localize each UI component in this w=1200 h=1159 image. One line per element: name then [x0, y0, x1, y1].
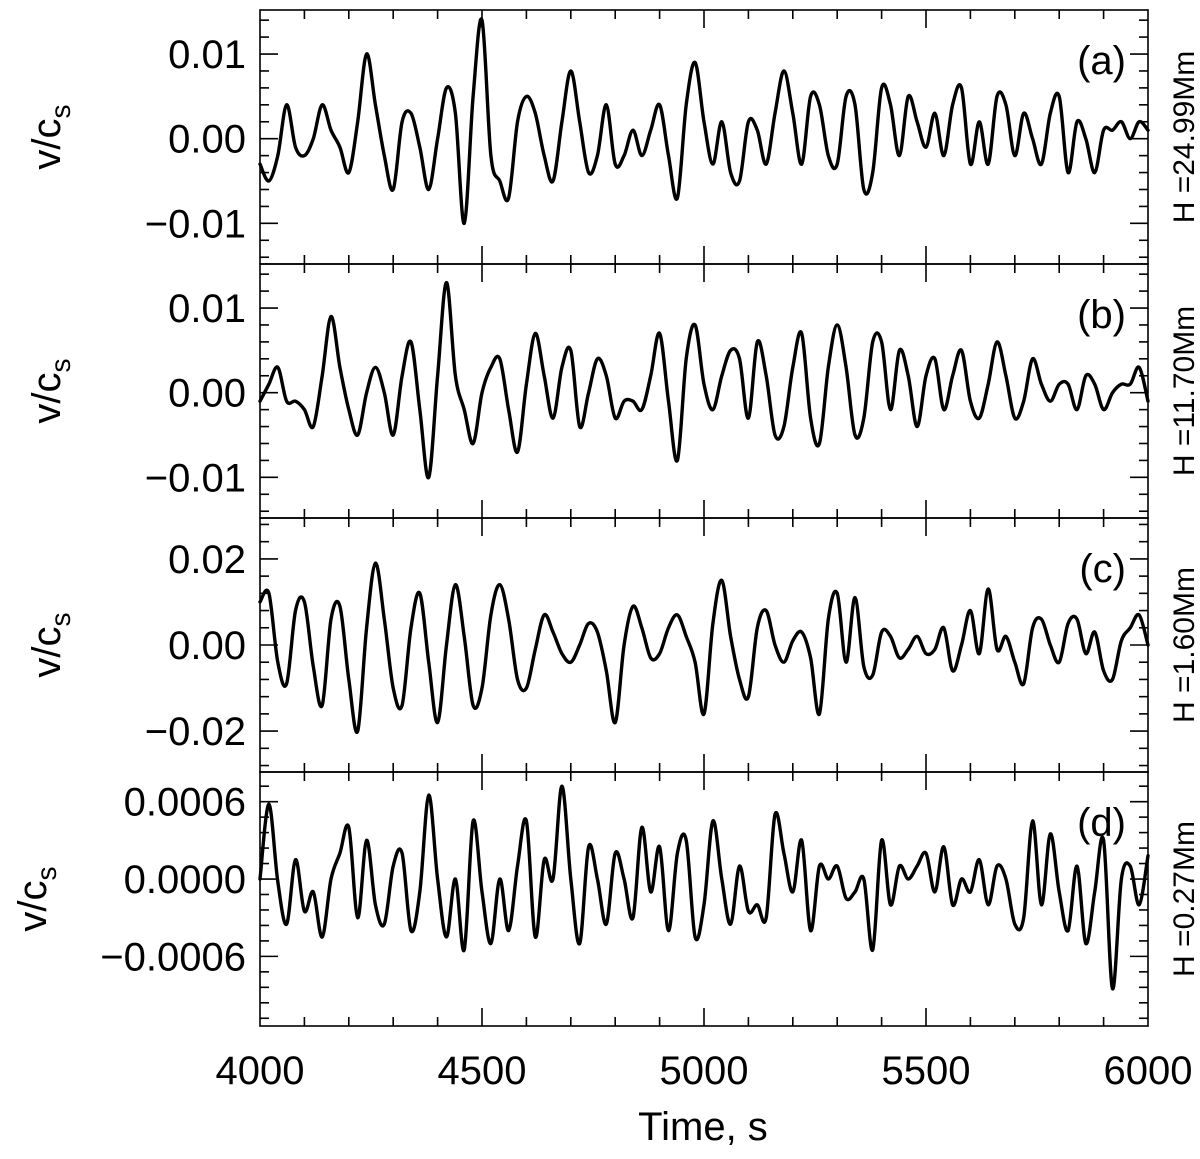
y-axis-title: v/cs	[11, 866, 62, 931]
x-axis: Time, s 4000 4500 5000 5500 6000	[216, 1049, 1193, 1149]
y-axis-title-subscript: s	[45, 358, 76, 372]
y-axis-title: v/cs	[25, 104, 76, 169]
y-axis-title-main: v/c	[25, 626, 69, 677]
x-tick-label: 4500	[438, 1049, 527, 1093]
panel-c-tag: (c)	[1079, 547, 1126, 591]
panels: −0.010.000.01 (a)v/cs H =24.99Mm−0.010.000…	[11, 9, 1200, 1027]
y-axis-title-main: v/c	[11, 880, 55, 931]
panel-b-tag: (b)	[1077, 293, 1126, 337]
series-line-a	[258, 17, 1150, 226]
y-axis-title-subscript: s	[31, 866, 62, 880]
y-tick-label: 0.0006	[124, 781, 246, 825]
panel-c: −0.02 0.00 0.02 (c) v/cs H =1.60Mm	[25, 517, 1200, 773]
y-tick-label: −0.01	[145, 202, 246, 246]
series-line-d	[258, 784, 1150, 991]
y-tick-label: 0.01	[168, 287, 246, 331]
series-line-c	[258, 561, 1150, 734]
y-tick-label: 0.02	[168, 538, 246, 582]
y-tick-label: 0.0000	[124, 858, 246, 902]
panel-d-height-label: H =0.27Mm	[1168, 821, 1200, 977]
y-axis-title-main: v/c	[25, 118, 69, 169]
series-line-b	[258, 280, 1150, 480]
panel-a-frame	[259, 9, 1149, 265]
y-axis-title-subscript: s	[45, 612, 76, 626]
x-axis-title: Time, s	[638, 1105, 768, 1149]
x-tick-label: 6000	[1104, 1049, 1193, 1093]
y-tick-label: 0.01	[168, 33, 246, 77]
panel-a-tag: (a)	[1077, 39, 1126, 83]
y-axis-title-subscript: s	[45, 104, 76, 118]
panel-d: −0.0006 0.0000 0.0006 (d) v/cs H =0.27Mm	[11, 771, 1200, 1027]
panel-c-frame	[259, 517, 1149, 773]
panel-d-tag: (d)	[1077, 801, 1126, 845]
panel-a: −0.01 0.00 0.01 (a) v/cs H =24.99Mm	[25, 9, 1200, 265]
panel-b-height-label: H =11.70Mm	[1168, 306, 1200, 476]
y-tick-label: −0.01	[145, 456, 246, 500]
x-tick-label: 5500	[882, 1049, 971, 1093]
y-axis-title: v/cs	[25, 612, 76, 677]
y-tick-label: 0.00	[168, 372, 246, 416]
y-tick-label: −0.02	[145, 710, 246, 754]
panel-a-height-label: H =24.99Mm	[1168, 51, 1200, 224]
y-axis-title: v/cs	[25, 358, 76, 423]
y-tick-label: 0.00	[168, 624, 246, 668]
x-tick-label: 5000	[660, 1049, 749, 1093]
panel-b: −0.01 0.00 0.01 (b) v/cs H =11.70Mm	[25, 263, 1200, 519]
y-tick-label: −0.0006	[100, 935, 246, 979]
y-tick-label: 0.00	[168, 118, 246, 162]
x-tick-label: 4000	[216, 1049, 305, 1093]
panel-c-height-label: H =1.60Mm	[1168, 567, 1200, 723]
y-axis-title-main: v/c	[25, 372, 69, 423]
